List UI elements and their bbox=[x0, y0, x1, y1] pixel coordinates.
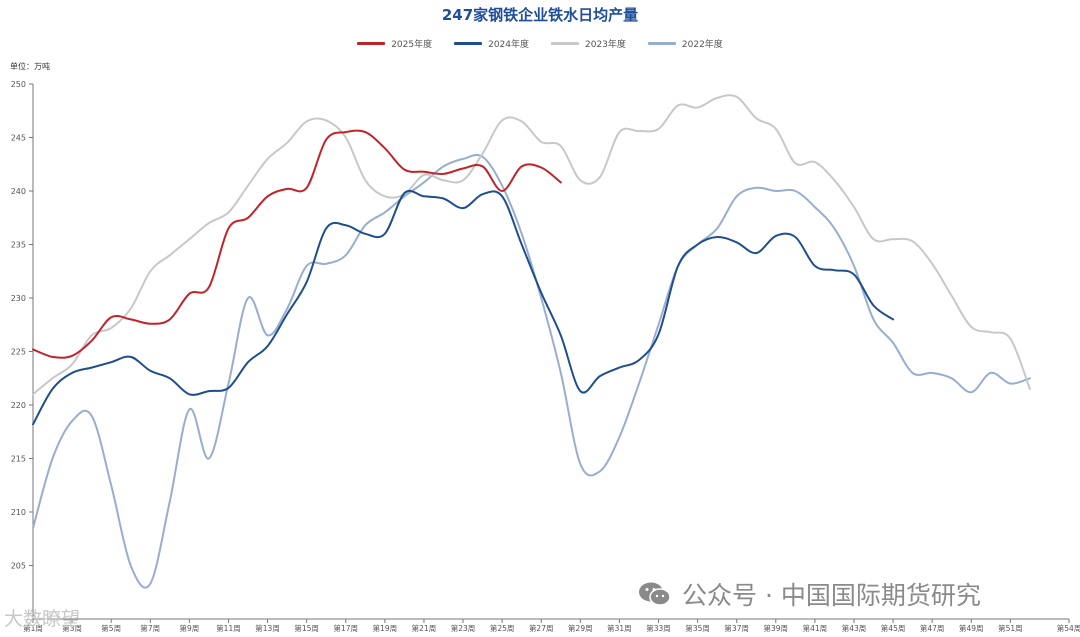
x-tick-label: 第23周 bbox=[451, 623, 476, 633]
legend-item-2022[interactable]: 2022年度 bbox=[647, 37, 723, 50]
y-tick-label: 240 bbox=[11, 187, 26, 196]
legend-swatch-2024 bbox=[454, 42, 483, 45]
legend-label-2022: 2022年度 bbox=[681, 40, 723, 50]
y-tick-label: 250 bbox=[11, 80, 26, 89]
watermark: 公众号 · 中国国际期货研究 bbox=[638, 576, 981, 612]
series-line-2024 bbox=[32, 189, 895, 426]
x-tick-label: 第25周 bbox=[490, 623, 515, 633]
x-tick-label: 第47周 bbox=[920, 623, 945, 633]
x-tick-label: 第45周 bbox=[881, 623, 906, 633]
y-tick-label: 235 bbox=[11, 241, 26, 250]
y-tick-label: 215 bbox=[11, 455, 26, 464]
legend-label-2023: 2023年度 bbox=[585, 40, 626, 50]
y-tick-label: 225 bbox=[11, 348, 26, 357]
y-tick-label: 230 bbox=[11, 294, 26, 303]
x-tick-label: 第17周 bbox=[333, 623, 358, 633]
x-tick-label: 第15周 bbox=[294, 623, 319, 633]
unit-label: 单位：万吨 bbox=[10, 62, 50, 71]
x-tick-label: 第33周 bbox=[646, 623, 671, 633]
legend-swatch-2022 bbox=[647, 42, 676, 45]
y-tick-label: 205 bbox=[11, 562, 26, 571]
legend-swatch-2025 bbox=[357, 42, 386, 45]
x-tick-label: 第54周 bbox=[1057, 623, 1080, 633]
x-tick-label: 第49周 bbox=[959, 623, 984, 633]
x-tick-label: 第5周 bbox=[101, 623, 121, 633]
x-tick-label: 第1周 bbox=[23, 623, 43, 633]
legend-swatch-2023 bbox=[551, 42, 579, 45]
watermark-text: 公众号 · 中国国际期货研究 bbox=[682, 581, 981, 610]
brand-watermark: 大数瞭望 bbox=[4, 608, 81, 630]
x-tick-label: 第43周 bbox=[842, 623, 867, 633]
x-tick-label: 第41周 bbox=[803, 623, 828, 633]
series-line-2025 bbox=[32, 129, 562, 359]
x-tick-label: 第31周 bbox=[607, 623, 632, 633]
legend-label-2025: 2025年度 bbox=[391, 40, 433, 50]
legend-item-2024[interactable]: 2024年度 bbox=[454, 37, 529, 50]
y-tick-label: 245 bbox=[11, 134, 26, 143]
series-line-2022 bbox=[32, 154, 1031, 589]
x-tick-label: 第27周 bbox=[529, 623, 554, 633]
chart-title: 247家钢铁企业铁水日均产量 bbox=[441, 6, 639, 24]
x-tick-label: 第19周 bbox=[373, 623, 398, 633]
y-tick-label: 210 bbox=[11, 508, 26, 517]
x-tick-label: 第9周 bbox=[179, 623, 199, 633]
x-tick-label: 第7周 bbox=[140, 623, 160, 633]
y-tick-label: 220 bbox=[11, 401, 26, 410]
x-tick-label: 第51周 bbox=[998, 623, 1023, 633]
x-tick-label: 第21周 bbox=[412, 623, 437, 633]
x-tick-label: 第3周 bbox=[62, 623, 82, 633]
x-tick-label: 第13周 bbox=[255, 623, 280, 633]
legend-label-2024: 2024年度 bbox=[488, 40, 529, 50]
legend-item-2025[interactable]: 2025年度 bbox=[357, 37, 432, 50]
x-tick-label: 第37周 bbox=[724, 623, 749, 633]
legend-item-2023[interactable]: 2023年度 bbox=[551, 37, 626, 50]
wechat-icon bbox=[639, 582, 671, 606]
x-tick-label: 第39周 bbox=[764, 623, 789, 633]
x-tick-label: 第35周 bbox=[685, 623, 710, 633]
x-tick-label: 第11周 bbox=[216, 623, 241, 633]
series-line-2023 bbox=[32, 94, 1031, 396]
x-tick-label: 第29周 bbox=[568, 623, 593, 633]
legend: 2025年度 2024年度 2023年度 2022年度 bbox=[0, 37, 1080, 50]
